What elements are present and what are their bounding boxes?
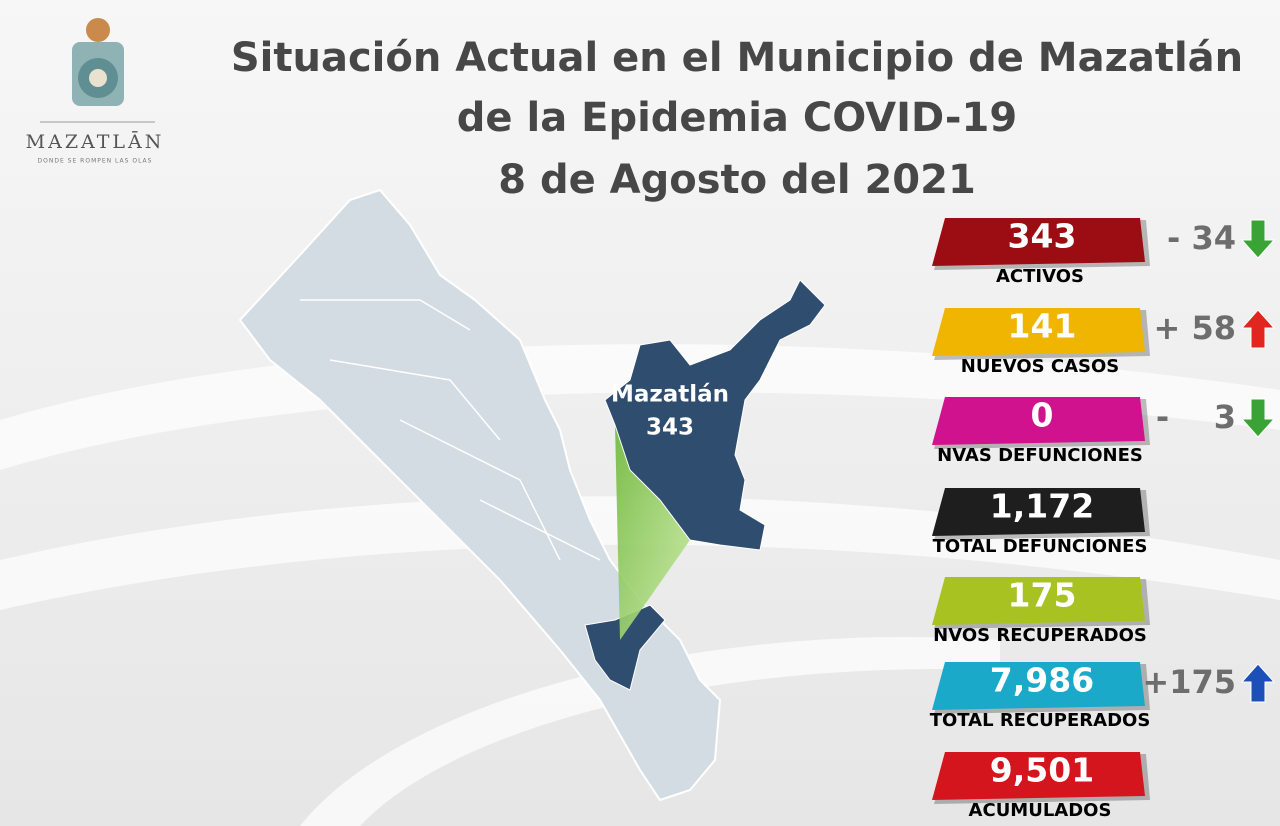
map-value: 343 (646, 415, 694, 441)
stat-label: NVAS DEFUNCIONES (937, 445, 1143, 466)
stat-label: NUEVOS CASOS (961, 356, 1120, 377)
stat-box (932, 397, 1145, 445)
title-line: Situación Actual en el Municipio de Maza… (231, 35, 1243, 81)
logo-name: MAZATLĀN (26, 130, 165, 153)
title-line: 8 de Agosto del 2021 (498, 157, 976, 203)
map-label: Mazatlán (611, 382, 729, 408)
municipality-zoom (604, 279, 826, 551)
stat-value: 9,501 (990, 751, 1094, 790)
stat-value: 7,986 (990, 661, 1094, 700)
stat-label: ACUMULADOS (969, 800, 1112, 821)
trend-arrow (1240, 219, 1276, 259)
title-line: de la Epidemia COVID-19 (457, 95, 1017, 141)
stat-box (932, 488, 1145, 536)
stat-change: +175 (1142, 663, 1236, 701)
trend-arrow (1240, 398, 1276, 438)
stat-change: - 3 (1156, 398, 1236, 436)
logo: MAZATLĀN DONDE SE ROMPEN LAS OLAS (26, 18, 165, 165)
stat-box (932, 662, 1145, 710)
stat-value: 0 (1031, 396, 1054, 435)
map: Mazatlán 343 (238, 188, 826, 802)
stat-box (932, 308, 1145, 356)
stat-change: - 34 (1167, 219, 1236, 257)
stat-value: 343 (1008, 217, 1077, 256)
stat-label: TOTAL RECUPERADOS (930, 710, 1151, 731)
stat-label: ACTIVOS (996, 266, 1084, 287)
stats-panel: 343 ACTIVOS - 34 141 NUEVOS CASOS + 58 0 NVAS D… (930, 217, 1276, 821)
stat-value: 175 (1008, 576, 1077, 615)
trend-arrow (1240, 663, 1276, 703)
stat-change: + 58 (1154, 309, 1236, 347)
stat-label: TOTAL DEFUNCIONES (933, 536, 1148, 557)
stat-box (932, 577, 1145, 625)
stat-label: NVOS RECUPERADOS (933, 625, 1147, 646)
stat-value: 141 (1008, 307, 1077, 346)
zoom-ray (615, 425, 690, 640)
logo-tagline: DONDE SE ROMPEN LAS OLAS (38, 158, 153, 165)
trend-arrow (1240, 309, 1276, 349)
stat-box (932, 752, 1145, 800)
stat-box (932, 218, 1145, 266)
stat-value: 1,172 (990, 487, 1094, 526)
